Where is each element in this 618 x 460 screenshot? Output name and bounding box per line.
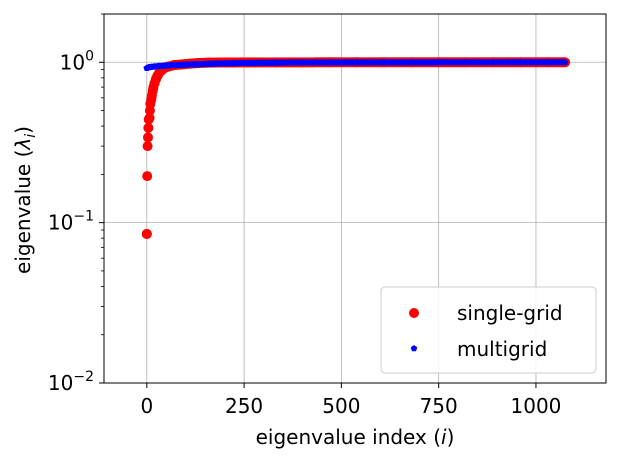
- y-ticks: 10−2 10−1 100: [48, 13, 104, 395]
- data-point: [174, 61, 182, 68]
- data-point: [142, 171, 153, 182]
- y-tick-label: 10−2: [48, 369, 94, 395]
- data-point: [144, 112, 155, 123]
- data-point: [408, 58, 415, 66]
- data-point: [462, 58, 470, 66]
- data-point: [201, 60, 209, 67]
- y-tick-label: 10−1: [48, 209, 94, 235]
- y-tick-label: 100: [60, 48, 94, 74]
- data-point: [229, 59, 236, 67]
- data-point: [141, 228, 152, 239]
- data-point: [155, 62, 162, 70]
- x-tick-label: 0: [140, 394, 153, 418]
- data-point: [561, 58, 569, 66]
- data-point: [326, 59, 334, 66]
- legend: single-grid multigrid: [380, 286, 597, 374]
- plot-frame: [103, 13, 607, 384]
- x-axis-label: eigenvalue index (i): [256, 425, 455, 449]
- x-tick-label: 250: [225, 394, 263, 418]
- data-point: [271, 59, 279, 66]
- x-tick-label: 1000: [511, 394, 562, 418]
- legend-marker-multigrid: [410, 345, 418, 352]
- x-tick-label: 500: [322, 394, 360, 418]
- data-point: [143, 122, 154, 133]
- data-point: [166, 61, 174, 69]
- data-point: [182, 61, 190, 68]
- data-point: [142, 141, 153, 152]
- data-point: [192, 60, 199, 68]
- data-point: [544, 58, 551, 66]
- series-single-grid: [141, 57, 571, 239]
- series-layer: [141, 57, 571, 239]
- x-ticks: 0 250 500 750 1000: [140, 383, 561, 418]
- x-tick-label: 750: [420, 394, 458, 418]
- series-multigrid: [143, 58, 569, 71]
- data-point: [517, 58, 524, 66]
- data-point: [380, 58, 388, 66]
- data-point: [489, 58, 497, 66]
- legend-box: [380, 286, 597, 374]
- data-point: [435, 58, 442, 66]
- data-point: [299, 59, 306, 66]
- data-point: [248, 59, 256, 66]
- y-axis-label: eigenvalue (λi): [11, 126, 39, 274]
- data-point: [353, 58, 361, 66]
- legend-marker-single-grid: [409, 308, 419, 318]
- legend-label-single-grid: single-grid: [457, 301, 563, 325]
- data-point: [213, 60, 221, 67]
- data-point: [142, 132, 153, 143]
- legend-label-multigrid: multigrid: [457, 337, 547, 361]
- data-point: [160, 62, 168, 69]
